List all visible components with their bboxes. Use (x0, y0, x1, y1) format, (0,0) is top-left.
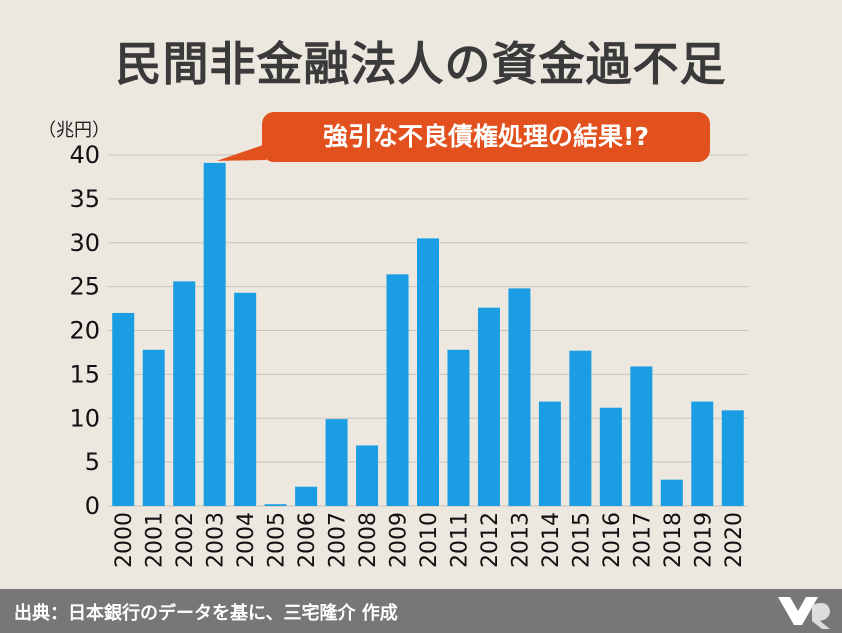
source-credit: 出典：日本銀行のデータを基に、三宅隆介 作成 (14, 603, 398, 624)
x-tick-label: 2007 (326, 512, 351, 568)
x-tick-label: 2020 (722, 512, 747, 568)
bar (660, 479, 683, 506)
x-tick-label: 2011 (447, 512, 472, 568)
bar (538, 401, 561, 506)
y-tick-label: 30 (69, 229, 100, 257)
bar (234, 292, 257, 506)
bar (112, 312, 135, 506)
x-tick-label: 2008 (356, 512, 381, 568)
x-tick-label: 2013 (508, 512, 533, 568)
brand-logo-icon (778, 597, 830, 629)
bar (691, 401, 714, 506)
y-tick-label: 25 (69, 273, 100, 301)
bar (630, 366, 653, 506)
bar (173, 281, 196, 506)
callout-text: 強引な不良債権処理の結果!? (323, 122, 649, 151)
x-tick-label: 2009 (387, 512, 412, 568)
x-tick-label: 2019 (691, 512, 716, 568)
bar (569, 350, 592, 506)
y-tick-label: 5 (85, 448, 100, 476)
x-tick-label: 2000 (112, 512, 137, 568)
y-tick-label: 10 (69, 404, 100, 432)
bar (325, 419, 348, 506)
x-tick-label: 2010 (417, 512, 442, 568)
y-tick-label: 15 (69, 360, 100, 388)
bar (508, 288, 531, 506)
bar (447, 349, 470, 506)
callout-annotation: 強引な不良債権処理の結果!? (262, 112, 710, 162)
y-tick-label: 35 (69, 185, 100, 213)
x-tick-label: 2006 (295, 512, 320, 568)
y-axis-unit: （兆円） (38, 120, 110, 141)
bar (295, 486, 318, 506)
bar (264, 504, 287, 506)
y-tick-label: 40 (69, 141, 100, 169)
footer-bar: 出典：日本銀行のデータを基に、三宅隆介 作成 (0, 589, 842, 633)
bar (599, 407, 622, 506)
chart-title: 民間非金融法人の資金過不足 (115, 37, 727, 91)
x-tick-label: 2012 (478, 512, 503, 568)
bar (721, 410, 744, 506)
x-tick-label: 2016 (600, 512, 625, 568)
x-tick-label: 2004 (234, 512, 259, 568)
bar (477, 307, 500, 506)
bar (142, 349, 165, 506)
bar (386, 274, 409, 506)
x-tick-label: 2005 (265, 512, 290, 568)
y-tick-label: 20 (69, 317, 100, 345)
x-tick-label: 2017 (630, 512, 655, 568)
x-tick-label: 2014 (539, 512, 564, 568)
x-tick-label: 2015 (569, 512, 594, 568)
bar (417, 238, 439, 507)
bar (356, 445, 379, 506)
x-tick-label: 2003 (204, 512, 229, 568)
callout-pointer (216, 144, 266, 161)
bar-chart: 0 5 10 15 20 25 30 35 40 2000 2001 2002 2003 2004 2005… (69, 141, 748, 568)
x-tick-label: 2001 (143, 512, 168, 568)
bar (203, 162, 226, 506)
x-tick-label: 2002 (173, 512, 198, 568)
x-tick-label: 2018 (661, 512, 686, 568)
y-tick-label: 0 (85, 492, 100, 520)
